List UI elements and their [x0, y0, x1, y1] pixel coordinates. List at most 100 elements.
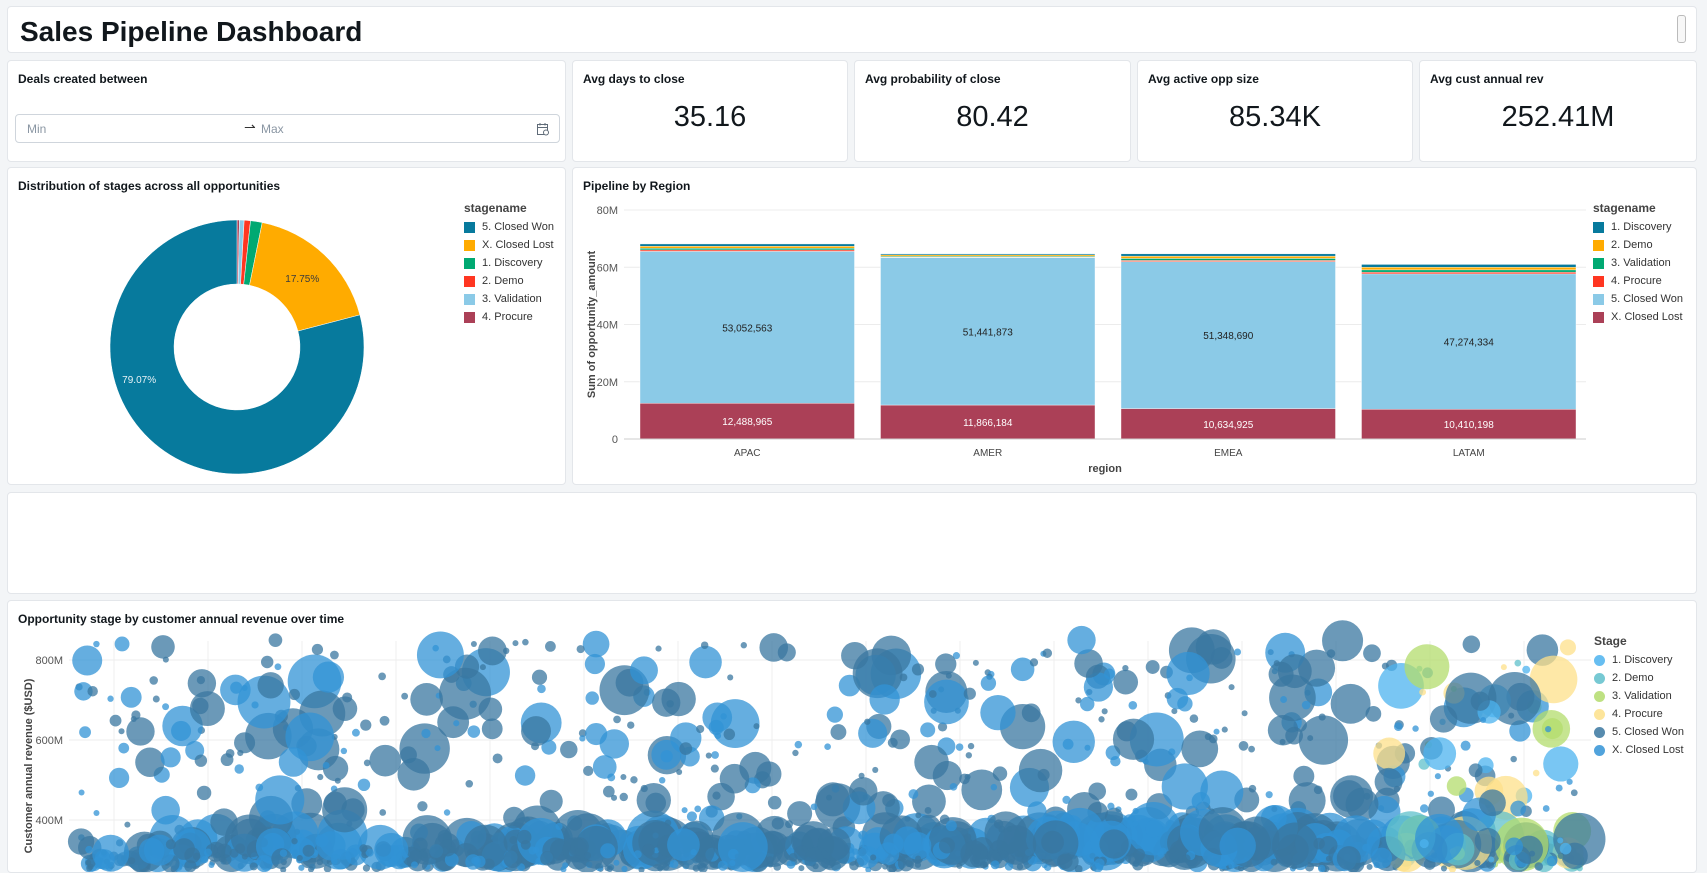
bubble-point — [1041, 830, 1064, 854]
bubble-point — [937, 722, 948, 732]
legend-item[interactable]: 1. Discovery — [1594, 651, 1684, 669]
bubble-point — [1532, 769, 1540, 777]
bubble-point — [592, 755, 617, 779]
legend-swatch — [1593, 275, 1604, 287]
bubble-point — [531, 669, 548, 685]
legend-item[interactable]: X. Closed Lost — [1593, 308, 1683, 326]
legend-label: 5. Closed Won — [1612, 726, 1684, 738]
bubble-point — [576, 645, 585, 654]
bubble-point — [503, 806, 525, 829]
bubble-point — [1529, 850, 1536, 857]
bubble-point — [1510, 755, 1517, 763]
bubble-point — [1228, 862, 1235, 869]
legend-item[interactable]: X. Closed Lost — [1594, 741, 1684, 759]
bubble-point — [323, 864, 332, 872]
bubble-chart-card: Opportunity stage by customer annual rev… — [7, 600, 1697, 873]
legend-item[interactable]: 1. Discovery — [1593, 218, 1683, 236]
legend-swatch — [464, 221, 475, 233]
range-arrow-icon: ⇀ — [244, 119, 256, 135]
bar-segment — [1361, 409, 1577, 440]
bubble-point — [1468, 763, 1483, 778]
bubble-point — [720, 713, 727, 720]
bubble-point — [1099, 829, 1129, 859]
bubble-point — [131, 710, 141, 720]
legend-item[interactable]: 5. Closed Won — [464, 218, 554, 236]
legend-swatch — [464, 239, 475, 251]
legend-item[interactable]: 4. Procure — [1594, 705, 1684, 723]
date-range-input[interactable]: Min ⇀ Max — [15, 114, 560, 143]
bubble-point — [945, 820, 957, 832]
bubble-point — [478, 636, 507, 666]
bubble-point — [308, 866, 315, 872]
legend-item[interactable]: 3. Validation — [464, 290, 554, 308]
y-tick-label: 60M — [597, 262, 618, 274]
legend-item[interactable]: 4. Procure — [464, 308, 554, 326]
bubble-point — [1529, 655, 1578, 704]
scrollbar[interactable] — [1677, 15, 1686, 43]
bubble-point — [669, 859, 679, 869]
bubble-point — [1373, 737, 1406, 770]
legend-item[interactable]: 2. Demo — [1594, 669, 1684, 687]
bubble-point — [342, 692, 353, 703]
bubble-point — [521, 716, 551, 747]
bubble-point — [915, 855, 922, 862]
legend-label: 4. Procure — [1612, 708, 1663, 720]
slice-label: 17.75% — [285, 274, 319, 285]
bubble-point — [107, 695, 114, 702]
bubble-point — [689, 645, 722, 679]
bubble-point — [1440, 865, 1448, 872]
legend-item[interactable]: 4. Procure — [1593, 272, 1683, 290]
calendar-icon[interactable] — [536, 122, 550, 136]
bar-segment — [639, 243, 855, 247]
stacked-bar-chart: 0 20M 40M 60M 80M Sum of opportunity_amountre… — [586, 205, 1586, 475]
bar-value-label: 11,866,184 — [963, 418, 1013, 429]
legend-item[interactable]: 2. Demo — [1593, 236, 1683, 254]
bubble-point — [1101, 708, 1108, 715]
bubble-point — [1293, 765, 1315, 787]
legend-item[interactable]: X. Closed Lost — [464, 236, 554, 254]
kpi-label: Avg cust annual rev — [1430, 72, 1544, 86]
bubble-point — [1145, 660, 1160, 674]
bubble-point — [1182, 854, 1191, 863]
bubble-point — [1460, 740, 1471, 751]
bubble-point — [872, 766, 879, 773]
bubble-point — [824, 743, 831, 751]
bubble-point — [1478, 789, 1506, 817]
donut-chart-card: Distribution of stages across all opport… — [7, 167, 566, 485]
bar-segment — [639, 403, 855, 440]
bar-segment — [1120, 253, 1336, 257]
legend-swatch — [1593, 293, 1604, 305]
bubble-point — [160, 747, 181, 768]
bubble-point — [401, 692, 409, 700]
bubble-point — [1075, 697, 1082, 704]
min-date-input[interactable]: Min — [27, 122, 47, 136]
bubble-point — [1366, 863, 1373, 870]
bubble-point — [990, 860, 1000, 870]
bubble-point — [627, 721, 635, 729]
bubble-point — [1132, 820, 1139, 827]
legend-label: 3. Validation — [1611, 257, 1671, 269]
bubble-point — [633, 850, 642, 859]
bubble-point — [908, 789, 919, 799]
legend-swatch — [1594, 672, 1605, 684]
bubble-point — [1128, 700, 1138, 710]
bubble-point — [1200, 770, 1244, 814]
legend-item[interactable]: 1. Discovery — [464, 254, 554, 272]
bubble-point — [952, 652, 960, 660]
max-date-input[interactable]: Max — [261, 122, 284, 136]
legend-item[interactable]: 5. Closed Won — [1594, 723, 1684, 741]
bubble-point — [619, 792, 628, 802]
bubble-point — [379, 715, 390, 726]
bubble-point — [109, 714, 122, 727]
legend-item[interactable]: 3. Validation — [1593, 254, 1683, 272]
bar-segment — [880, 254, 1096, 257]
legend-item[interactable]: 3. Validation — [1594, 687, 1684, 705]
legend-label: 4. Procure — [482, 311, 533, 323]
bubble-point — [599, 729, 630, 759]
bubble-point — [717, 822, 768, 872]
bar-value-label: 12,488,965 — [722, 417, 772, 428]
legend-item[interactable]: 2. Demo — [464, 272, 554, 290]
bubble-point — [630, 776, 638, 784]
bubble-point — [787, 801, 813, 827]
legend-item[interactable]: 5. Closed Won — [1593, 290, 1683, 308]
